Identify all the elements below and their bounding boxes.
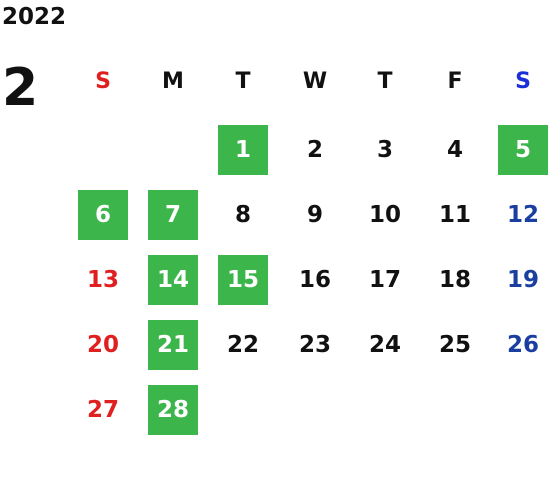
weekday-header: F [447, 68, 463, 94]
weekday-header: S [515, 68, 531, 94]
weekday-header: W [302, 68, 328, 94]
day-cell: 25 [438, 332, 471, 358]
day-cell: 28 [148, 385, 198, 435]
day-cell: 8 [234, 202, 251, 228]
day-cell: 18 [438, 267, 471, 293]
day-cell: 23 [298, 332, 331, 358]
day-cell: 5 [498, 125, 548, 175]
day-cell: 17 [368, 267, 401, 293]
year-label: 2022 [2, 4, 67, 30]
day-cell: 15 [218, 255, 268, 305]
day-cell: 7 [148, 190, 198, 240]
day-cell: 24 [368, 332, 401, 358]
day-cell: 16 [298, 267, 331, 293]
weekday-header: S [95, 68, 111, 94]
day-cell: 20 [86, 332, 119, 358]
day-cell: 22 [226, 332, 259, 358]
day-cell: 21 [148, 320, 198, 370]
month-label: 2 [2, 58, 39, 118]
weekday-header: T [377, 68, 393, 94]
day-cell: 13 [86, 267, 119, 293]
day-cell: 9 [306, 202, 323, 228]
day-cell: 3 [376, 137, 393, 163]
day-cell: 14 [148, 255, 198, 305]
day-cell: 19 [506, 267, 539, 293]
weekday-header: T [235, 68, 251, 94]
day-cell: 10 [368, 202, 401, 228]
day-cell: 27 [86, 397, 119, 423]
day-cell: 6 [78, 190, 128, 240]
day-cell: 4 [446, 137, 463, 163]
day-cell: 26 [506, 332, 539, 358]
day-cell: 11 [438, 202, 471, 228]
day-cell: 1 [218, 125, 268, 175]
day-cell: 2 [306, 137, 323, 163]
day-cell: 12 [506, 202, 539, 228]
weekday-header: M [162, 68, 184, 94]
